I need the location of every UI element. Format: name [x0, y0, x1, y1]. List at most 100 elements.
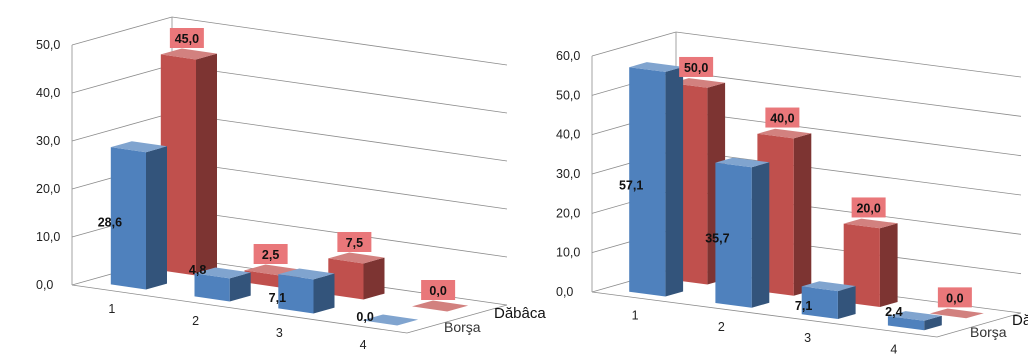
bar-side — [837, 286, 856, 319]
y-tick-label: 0,0 — [36, 278, 53, 292]
category-label: 1 — [632, 309, 639, 323]
chart-left: 0,0 10,0 20,0 30,0 40,0 50,0 1 2 3 4 Dăbâca Borşa 45… — [36, 16, 546, 352]
x-axis-line — [591, 291, 938, 338]
data-label-box — [765, 107, 800, 128]
y-tick-label: 30,0 — [36, 134, 60, 148]
data-label: 0,0 — [429, 284, 446, 298]
bar-face — [278, 274, 314, 314]
bar-face — [715, 162, 752, 308]
bar-face — [887, 316, 925, 331]
gridline — [171, 160, 508, 210]
data-label: 20,0 — [856, 201, 880, 215]
category-label: 4 — [360, 338, 367, 352]
bar-top — [715, 157, 770, 168]
data-label: 35,7 — [705, 232, 729, 246]
gridline — [171, 64, 508, 114]
category-label: 3 — [276, 326, 283, 340]
y-tick-label: 0,0 — [556, 285, 573, 299]
bar-top — [278, 268, 335, 280]
depth-axis-line — [936, 312, 1022, 338]
side-gridline — [71, 112, 173, 142]
data-label: 2,5 — [262, 248, 279, 262]
data-label-box — [169, 28, 204, 48]
data-label-box — [421, 280, 456, 300]
bar-side — [793, 133, 812, 296]
bar-side — [924, 315, 942, 331]
y-tick-label: 20,0 — [556, 206, 580, 220]
bar-face — [160, 54, 196, 276]
bar-side — [879, 223, 898, 307]
front-bar — [362, 314, 419, 326]
x-axis-line — [71, 284, 408, 334]
bar-top — [629, 62, 684, 72]
y-tick-label: 10,0 — [36, 230, 60, 244]
gridline — [675, 110, 1022, 157]
front-bar — [887, 311, 942, 331]
bar-top — [929, 308, 984, 319]
bar-side — [229, 272, 251, 302]
side-gridline — [71, 64, 173, 94]
front-bar — [801, 281, 856, 319]
side-gridline — [591, 31, 677, 57]
series-label-front: Borşa — [970, 324, 1007, 340]
data-label: 7,1 — [269, 291, 286, 305]
bar-side — [665, 66, 684, 297]
y-tick-label: 40,0 — [556, 128, 580, 142]
bar-top — [843, 218, 898, 229]
data-label: 0,0 — [356, 310, 373, 324]
bar-top — [757, 128, 812, 139]
bar-side — [751, 162, 770, 308]
bar-side — [196, 53, 217, 276]
bar-face — [244, 270, 280, 288]
bar-face — [110, 147, 146, 290]
back-bar — [929, 308, 984, 319]
gridline — [675, 31, 1022, 78]
gridline — [171, 16, 508, 66]
data-label: 7,5 — [346, 236, 363, 250]
chart-right: 0,0 10,0 20,0 30,0 40,0 50,0 60,0 1 2 3 4 Dăbâca Bor… — [556, 31, 1028, 356]
y-tick-label: 50,0 — [36, 38, 60, 52]
front-bar — [715, 157, 770, 308]
series-label-front: Borşa — [444, 319, 481, 335]
y-tick-label: 10,0 — [556, 246, 580, 260]
category-label: 1 — [108, 302, 115, 316]
category-label: 2 — [192, 314, 199, 328]
y-tick-label: 20,0 — [36, 182, 60, 196]
bar-top — [194, 267, 251, 279]
data-label-box — [337, 232, 372, 252]
data-label: 2,4 — [885, 305, 902, 319]
back-bar — [412, 300, 469, 312]
data-label: 50,0 — [684, 61, 708, 75]
data-label: 4,8 — [189, 263, 206, 277]
series-label-back: Dăbâca — [494, 305, 546, 322]
y-tick-label: 40,0 — [36, 86, 60, 100]
data-label: 45,0 — [175, 32, 199, 46]
y-tick-label: 50,0 — [556, 88, 580, 102]
gridline — [675, 149, 1022, 196]
data-label-box — [679, 56, 714, 77]
back-bar — [160, 48, 217, 276]
bar-face — [328, 258, 364, 300]
bar-face — [194, 273, 230, 302]
series-label-back: Dăbâca — [1012, 312, 1028, 329]
bar-top — [110, 141, 167, 153]
depth-axis-line — [406, 304, 508, 334]
bar-top — [160, 48, 217, 60]
data-label-box — [937, 287, 972, 308]
bar-top — [328, 252, 385, 264]
front-bar — [278, 268, 335, 314]
back-bar — [328, 252, 385, 300]
bar-face — [801, 286, 838, 319]
gridline — [675, 70, 1022, 117]
y-tick-label: 30,0 — [556, 167, 580, 181]
bar-top — [671, 78, 726, 88]
data-label-box — [851, 197, 886, 218]
front-bar — [629, 62, 684, 297]
bar-top — [801, 281, 856, 292]
gridline — [171, 112, 508, 162]
data-label: 40,0 — [770, 112, 794, 126]
bar-face — [629, 67, 666, 297]
data-label-box — [253, 244, 288, 264]
category-label: 3 — [804, 331, 811, 345]
side-gridline — [71, 16, 173, 46]
